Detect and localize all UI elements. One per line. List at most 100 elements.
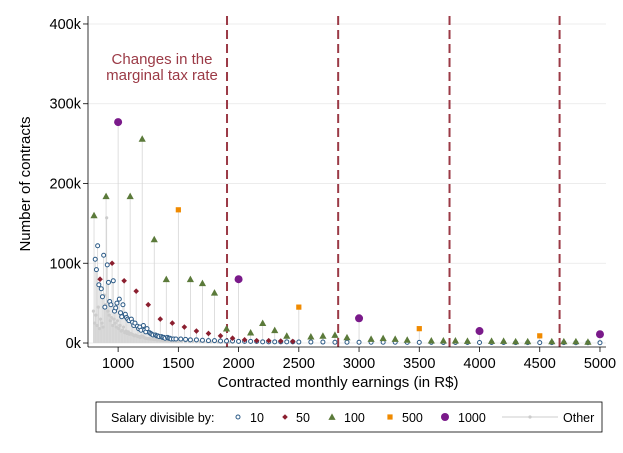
marker-100 — [102, 192, 110, 200]
marker-10 — [93, 267, 99, 273]
marker-10 — [205, 338, 211, 344]
marker-Other — [106, 309, 110, 313]
marker-Other — [117, 327, 121, 331]
marker-10 — [183, 336, 189, 342]
marker-Other — [121, 325, 126, 329]
legend-swatch — [235, 414, 241, 420]
marker-100 — [343, 333, 351, 341]
marker-1000 — [595, 330, 604, 339]
marker-10 — [416, 339, 422, 345]
marker-50 — [97, 276, 103, 283]
marker-Other — [91, 309, 96, 313]
marker-Other — [93, 321, 97, 325]
marker-50 — [193, 328, 200, 334]
marker-100 — [439, 337, 447, 344]
marker-Other — [100, 321, 104, 325]
marker-10 — [199, 337, 205, 343]
marker-100 — [138, 135, 146, 142]
marker-10 — [132, 320, 138, 326]
marker-10 — [113, 305, 119, 311]
x-tick-label: 3000 — [343, 356, 375, 372]
marker-10 — [332, 339, 338, 345]
marker-Other — [107, 313, 111, 317]
marker-Other — [109, 315, 114, 320]
marker-10 — [173, 336, 179, 342]
x-tick-label: 1000 — [102, 356, 134, 372]
annotation-line-1: Changes in the — [112, 51, 213, 68]
marker-100 — [259, 319, 267, 326]
marker-10 — [102, 304, 108, 310]
marker-100 — [331, 331, 339, 338]
marker-10 — [224, 338, 230, 344]
legend-label: 1000 — [458, 411, 486, 425]
marker-100 — [90, 211, 98, 219]
marker-Other — [115, 319, 120, 323]
marker-10 — [296, 339, 302, 345]
marker-Other — [94, 313, 98, 317]
marker-10 — [356, 339, 362, 345]
y-ticks: 0k 100k 200k 300k 400k — [50, 17, 88, 352]
x-tick-label: 4000 — [463, 356, 495, 372]
marker-10 — [105, 279, 111, 285]
y-tick-label: 0k — [66, 336, 82, 352]
marker-10 — [101, 252, 107, 258]
marker-Other — [97, 327, 102, 331]
annotation-line-2: marginal tax rate — [106, 67, 218, 84]
y-tick-label: 100k — [50, 256, 82, 272]
marker-100 — [427, 337, 435, 344]
marker-100 — [548, 337, 556, 345]
y-axis-label: Number of contracts — [17, 116, 34, 251]
marker-50 — [109, 260, 115, 267]
marker-100 — [307, 333, 315, 340]
marker-10 — [537, 340, 543, 346]
y-tick-label: 300k — [50, 97, 82, 113]
legend-title: Salary divisible by: — [111, 411, 215, 425]
marker-50 — [121, 278, 127, 284]
marker-Other — [126, 330, 130, 334]
legend-entries: 10 50 100 500 1000 Other — [235, 411, 594, 425]
marker-10 — [236, 338, 242, 344]
marker-Other — [118, 323, 122, 328]
marker-100 — [512, 337, 520, 345]
marker-100 — [500, 337, 508, 344]
marker-10 — [120, 302, 126, 308]
marker-10 — [597, 340, 603, 346]
marker-100 — [198, 279, 207, 287]
marker-50 — [205, 330, 212, 337]
legend-swatch — [441, 413, 449, 421]
x-tick-label: 3500 — [403, 356, 435, 372]
marker-10 — [95, 243, 101, 249]
marker-50 — [181, 324, 188, 330]
marker-10 — [114, 300, 120, 306]
marker-10 — [193, 337, 199, 343]
marker-Other — [114, 325, 118, 329]
legend-label: 500 — [402, 411, 423, 425]
marker-Other — [95, 323, 99, 328]
marker-100 — [150, 235, 158, 243]
marker-10 — [477, 340, 483, 346]
marker-100 — [463, 337, 472, 344]
legend-swatch — [387, 414, 393, 420]
marker-10 — [218, 338, 224, 344]
marker-50 — [157, 316, 164, 322]
marker-10 — [320, 339, 326, 345]
marker-Other — [96, 305, 100, 309]
marker-Other — [113, 321, 117, 325]
marker-10 — [99, 294, 105, 300]
y-tick-label: 400k — [50, 17, 82, 33]
marker-100 — [186, 275, 194, 283]
marker-10 — [187, 337, 193, 343]
marker-100 — [319, 332, 327, 339]
marker-Other — [101, 325, 105, 329]
marker-500 — [416, 326, 422, 332]
legend-label: Other — [563, 411, 594, 425]
marker-100 — [222, 325, 231, 332]
marker-100 — [403, 336, 411, 343]
marker-10 — [104, 262, 110, 268]
marker-50 — [277, 338, 284, 344]
marker-10 — [108, 302, 114, 308]
marker-100 — [271, 326, 279, 334]
marker-Other — [120, 328, 124, 332]
